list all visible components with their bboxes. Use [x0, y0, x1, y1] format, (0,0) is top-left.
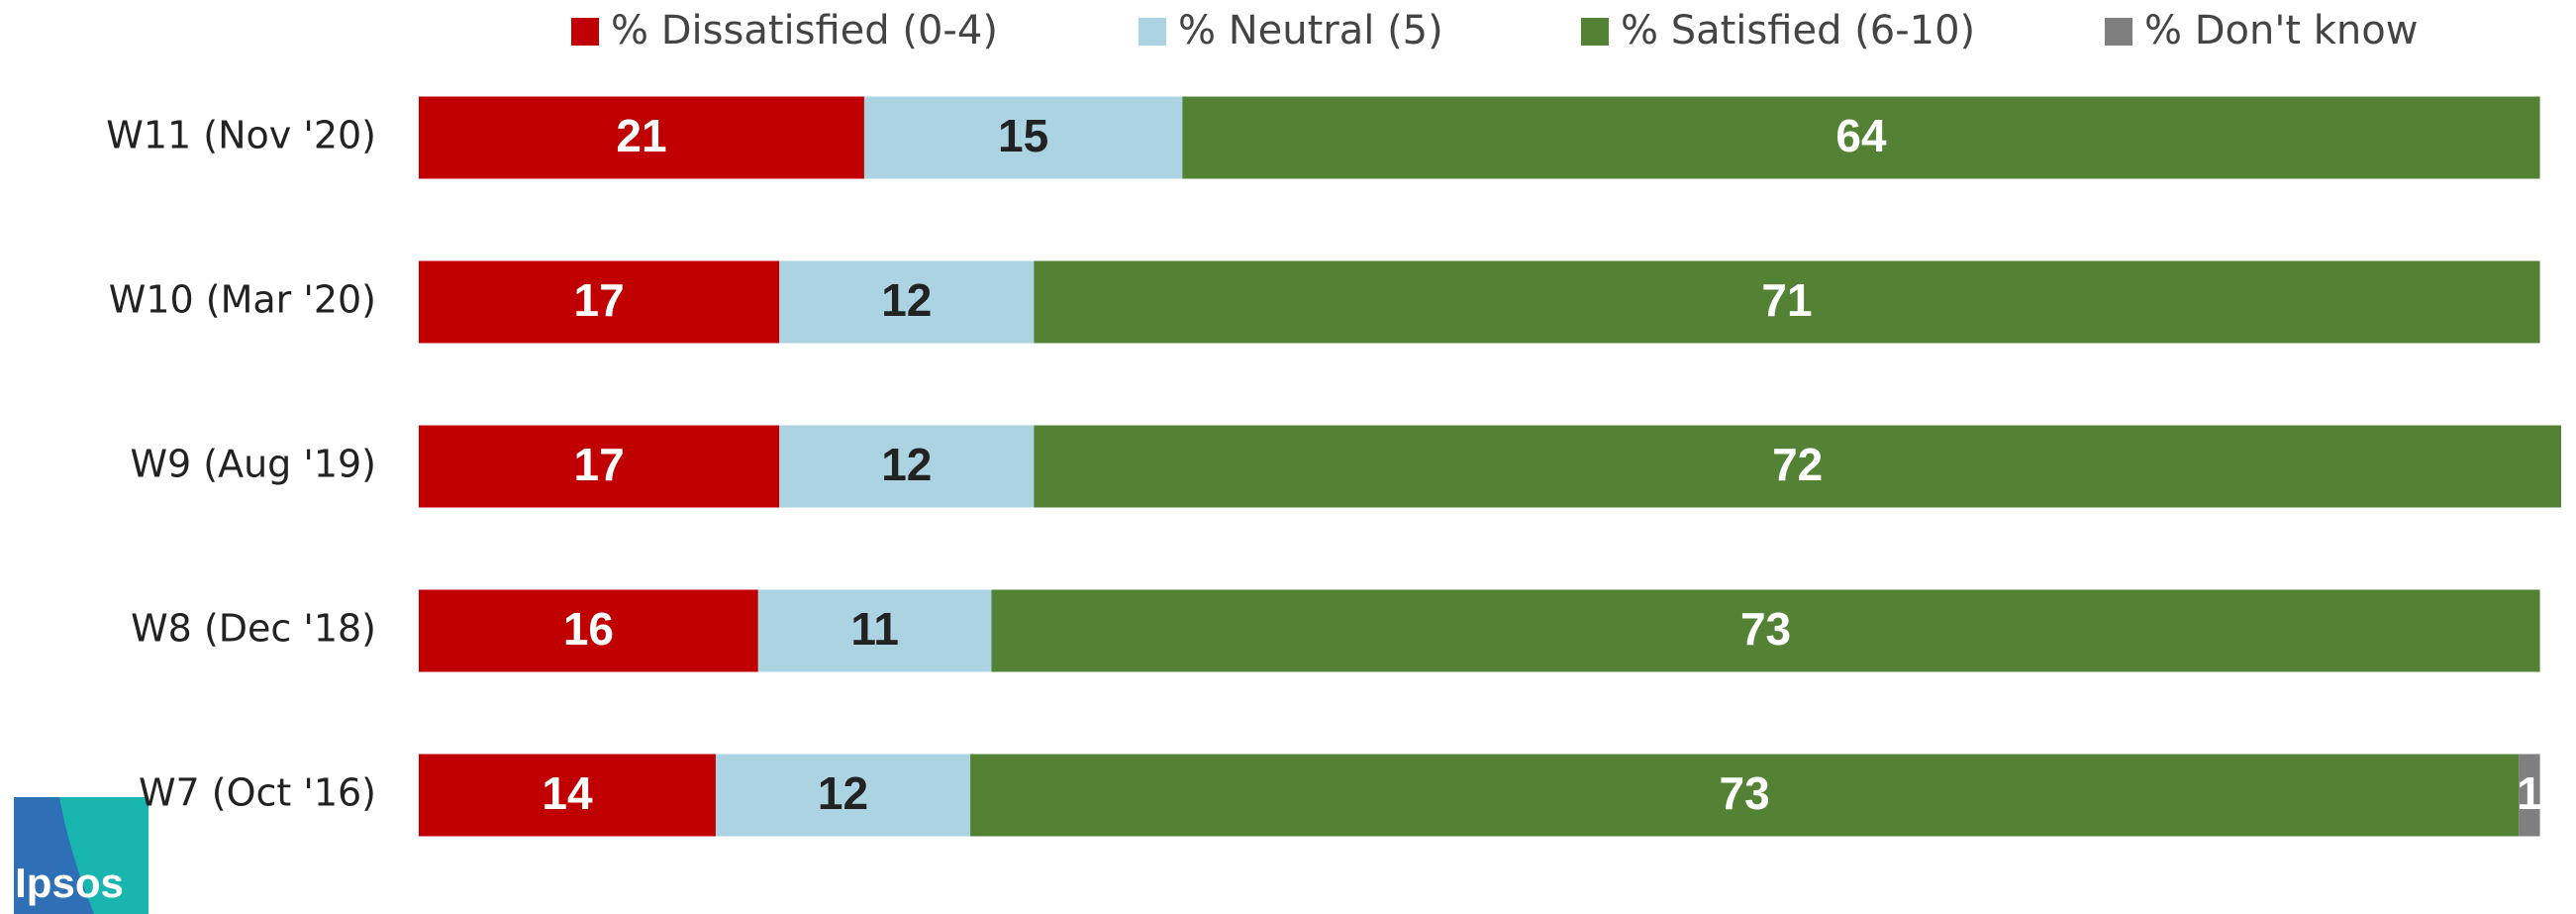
data-label: 12 [881, 439, 932, 490]
data-label: 12 [881, 274, 932, 326]
data-label: 1 [2517, 767, 2542, 819]
data-label: 72 [1772, 439, 1823, 490]
bar-segment [1034, 260, 2540, 344]
legend-label: % Satisfied (6-10) [1621, 8, 1975, 53]
data-label: 12 [818, 767, 868, 819]
legend-swatch [2105, 18, 2132, 46]
bar-segment [419, 754, 716, 837]
y-tick-label: W8 (Dec '18) [131, 607, 376, 651]
data-label: 17 [574, 274, 625, 326]
data-label: 71 [1761, 274, 1812, 326]
y-tick-label: W9 (Aug '19) [130, 443, 376, 486]
bar-segment [715, 754, 971, 837]
bar-segment [419, 260, 780, 344]
bar-segment [757, 589, 992, 672]
bar-segment [1182, 96, 2540, 179]
data-label: 17 [574, 439, 625, 490]
logo: Ipsos [14, 797, 149, 914]
legend-label: % Dissatisfied (0-4) [611, 8, 998, 53]
bar-segment [2519, 754, 2540, 837]
bar-segment [779, 260, 1035, 344]
legend-swatch [571, 18, 599, 46]
data-label: 73 [1740, 603, 1791, 655]
y-tick-label: W10 (Mar '20) [109, 278, 376, 322]
bar-segment [1034, 425, 2561, 508]
data-label: 11 [850, 603, 899, 655]
data-label: 64 [1835, 110, 1887, 161]
data-label: 14 [542, 767, 593, 819]
data-label: 21 [616, 110, 666, 161]
legend-swatch [1139, 18, 1166, 46]
bar-segment [779, 425, 1035, 508]
bar-segment [863, 96, 1183, 179]
y-tick-label: W7 (Oct '16) [139, 771, 376, 815]
legend-label: % Neutral (5) [1178, 8, 1443, 53]
data-label: 16 [563, 603, 614, 655]
legend-swatch [1581, 18, 1609, 46]
bar-segment [970, 754, 2520, 837]
bar-segment [419, 425, 780, 508]
y-tick-label: W11 (Nov '20) [106, 114, 376, 157]
bar-segment [991, 589, 2540, 672]
data-label: 15 [998, 110, 1048, 161]
logo-text: Ipsos [15, 860, 124, 906]
logo-shape [59, 797, 149, 914]
bar-segment [419, 96, 864, 179]
legend-label: % Don't know [2144, 8, 2418, 53]
bar-segment [419, 589, 758, 672]
data-label: 73 [1720, 767, 1770, 819]
